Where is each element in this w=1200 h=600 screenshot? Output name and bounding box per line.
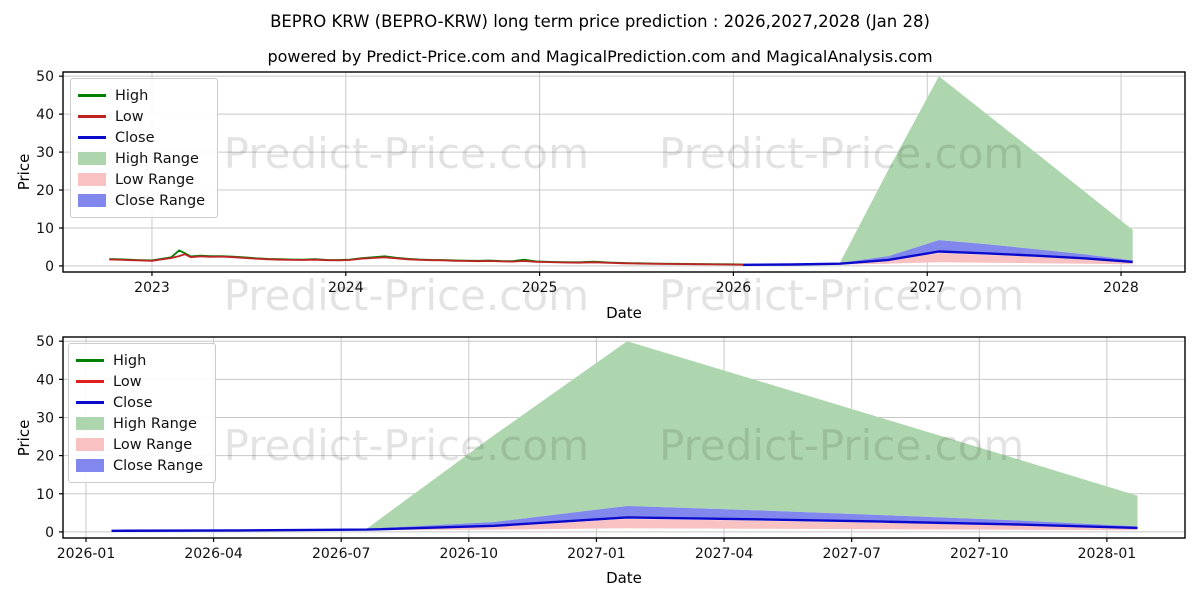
legend-label: Low Range — [115, 171, 195, 188]
tick-labels: 2026-01 2026-04 2026-07 2026-10 2027-01 2027-… — [36, 334, 1136, 562]
legend-label: Low Range — [113, 436, 193, 453]
low-line — [109, 253, 744, 266]
bottom-chart: 2026-01 2026-04 2026-07 2026-10 2027-01 2027-… — [36, 334, 1186, 562]
legend-label: High Range — [115, 150, 199, 167]
x-tick-label: 2025 — [522, 280, 558, 296]
y-tick-label: 0 — [45, 259, 54, 275]
y-tick-label: 10 — [36, 487, 54, 503]
legend-item-high-range: High Range — [76, 413, 203, 434]
legend-item-low-range: Low Range — [76, 434, 203, 455]
x-tick-label: 2027-10 — [950, 546, 1009, 562]
y-tick-label: 20 — [36, 449, 54, 465]
legend-label: Close — [113, 394, 153, 411]
legend-item-low: Low — [76, 371, 203, 392]
close-range-swatch — [78, 194, 106, 207]
y-tick-label: 20 — [36, 183, 54, 199]
chart-subtitle: powered by Predict-Price.com and Magical… — [267, 47, 933, 66]
y-tick-label: 0 — [45, 525, 54, 541]
high-range-swatch — [76, 417, 104, 430]
legend-item-close: Close — [78, 127, 205, 148]
close-line — [111, 516, 1138, 532]
prediction-areas — [111, 341, 1138, 532]
x-tick-label: 2026-01 — [57, 546, 116, 562]
y-tick-label: 10 — [36, 221, 54, 237]
x-tick-label: 2024 — [328, 280, 364, 296]
y-tick-label: 40 — [36, 372, 54, 388]
bottom-y-axis-label: Price — [15, 419, 33, 457]
legend-item-high-range: High Range — [78, 148, 205, 169]
x-tick-label: 2027-01 — [567, 546, 626, 562]
bottom-x-axis-label: Date — [606, 569, 642, 587]
x-tick-label: 2028 — [1103, 280, 1139, 296]
y-tick-label: 30 — [36, 411, 54, 427]
legend-label: High Range — [113, 415, 197, 432]
plot-frame — [62, 71, 1186, 273]
low-range-swatch — [76, 438, 104, 451]
close-line — [743, 250, 1133, 266]
high-range-swatch — [78, 152, 106, 165]
low-range-area — [743, 253, 1133, 266]
legend-item-close: Close — [76, 392, 203, 413]
legend-label: Close — [115, 129, 155, 146]
x-tick-label: 2023 — [134, 280, 170, 296]
x-tick-label: 2026 — [716, 280, 752, 296]
legend-item-close-range: Close Range — [76, 455, 203, 476]
history-lines — [109, 249, 744, 266]
high-range-area — [840, 76, 1133, 263]
legend-label: Low — [115, 108, 144, 125]
x-tick-label: 2028-01 — [1078, 546, 1137, 562]
x-tick-label: 2027-07 — [822, 546, 881, 562]
bottom-chart-legend: High Low Close High Range Low Range Clos… — [68, 343, 217, 483]
low-line-swatch — [78, 115, 106, 118]
high-line-swatch — [76, 359, 104, 362]
close-line-swatch — [76, 401, 104, 404]
legend-item-low: Low — [78, 106, 205, 127]
x-tick-label: 2026-07 — [312, 546, 371, 562]
legend-item-low-range: Low Range — [78, 169, 205, 190]
top-chart-legend: High Low Close High Range Low Range Clos… — [70, 78, 219, 218]
top-chart: 2023 2024 2025 2026 2027 2028 0 10 20 30 40 50 — [36, 69, 1186, 296]
y-tick-label: 40 — [36, 107, 54, 123]
x-tick-label: 2027-04 — [695, 546, 754, 562]
x-tick-label: 2026-10 — [440, 546, 499, 562]
tick-labels: 2023 2024 2025 2026 2027 2028 0 10 20 30 40 50 — [36, 69, 1139, 296]
legend-item-close-range: Close Range — [78, 190, 205, 211]
top-x-axis-label: Date — [606, 304, 642, 322]
legend-label: High — [115, 87, 149, 104]
close-range-area — [743, 240, 1133, 265]
plot-frame — [62, 336, 1186, 539]
top-y-axis-label: Price — [15, 153, 33, 191]
y-tick-label: 30 — [36, 145, 54, 161]
low-line-swatch — [76, 380, 104, 383]
close-range-area — [111, 506, 1138, 531]
y-tick-label: 50 — [36, 334, 54, 350]
legend-label: Low — [113, 373, 142, 390]
high-line-swatch — [78, 94, 106, 97]
legend-label: High — [113, 352, 147, 369]
low-range-area — [111, 518, 1138, 532]
close-line-swatch — [78, 136, 106, 139]
legend-label: Close Range — [115, 192, 206, 209]
x-tick-label: 2027 — [909, 280, 945, 296]
chart-title: BEPRO KRW (BEPRO-KRW) long term price pr… — [270, 12, 930, 31]
close-range-swatch — [76, 459, 104, 472]
high-range-area — [366, 341, 1138, 529]
prediction-areas — [743, 76, 1133, 266]
y-tick-label: 50 — [36, 69, 54, 85]
legend-label: Close Range — [113, 457, 204, 474]
legend-item-high: High — [78, 85, 205, 106]
low-range-swatch — [78, 173, 106, 186]
legend-item-high: High — [76, 350, 203, 371]
x-tick-label: 2026-04 — [184, 546, 243, 562]
